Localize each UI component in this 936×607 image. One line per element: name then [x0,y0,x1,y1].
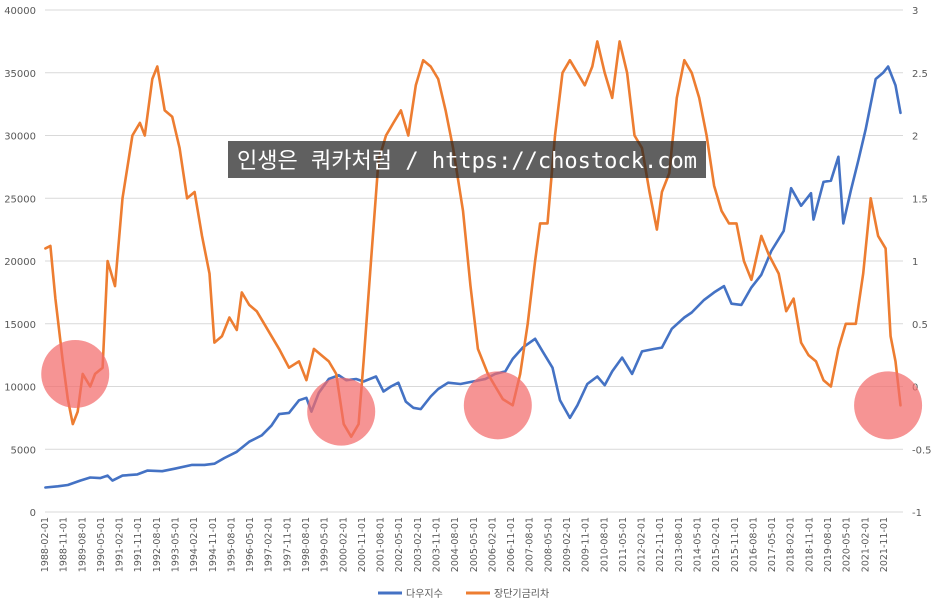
y-left-tick: 5000 [11,445,36,456]
y-left-tick: 25000 [4,194,36,205]
x-tick: 2005-05-01 [469,517,480,572]
x-tick: 2018-11-01 [804,517,815,572]
x-tick: 2000-11-01 [357,517,368,572]
highlight-circle [41,339,110,408]
legend-label-spread: 장단기금리차 [494,588,549,600]
y-left-tick: 15000 [4,320,36,331]
x-tick: 1996-05-01 [245,517,256,572]
x-tick: 2012-02-01 [637,517,648,572]
x-tick: 2010-08-01 [599,517,610,572]
y-right-tick: -1 [912,508,922,519]
gridlines [45,9,903,513]
x-ticks: 1988-02-01 1988-11-01 1989-08-01 1990-05-01… [40,517,890,572]
x-tick: 2014-05-01 [693,517,704,572]
x-tick: 1994-11-01 [208,517,219,572]
x-tick: 1991-11-01 [133,517,144,572]
highlight-circles [41,339,923,446]
x-tick: 1997-02-01 [264,517,275,572]
x-tick: 1997-11-01 [282,517,293,572]
x-tick: 1993-05-01 [171,517,182,572]
x-tick: 2020-05-01 [842,517,853,572]
y-left-tick: 0 [30,508,36,519]
x-tick: 2018-02-01 [786,517,797,572]
x-tick: 1994-02-01 [189,517,200,572]
x-tick: 2004-08-01 [450,517,461,572]
x-tick: 2001-08-01 [376,517,387,572]
x-tick: 2002-05-01 [394,517,405,572]
x-tick: 1988-11-01 [59,517,70,572]
x-tick: 2021-02-01 [860,517,871,572]
y-left-tick: 10000 [4,383,36,394]
y-right-tick: 0.5 [912,320,928,331]
series-line-spread [44,40,902,438]
y-right-tick: -0.5 [912,445,932,456]
x-tick: 2011-05-01 [618,517,629,572]
x-tick: 2008-05-01 [543,517,554,572]
x-tick: 2000-02-01 [338,517,349,572]
x-tick: 1995-08-01 [226,517,237,572]
x-tick: 2006-11-01 [506,517,517,572]
x-tick: 2017-05-01 [767,517,778,572]
x-tick: 1989-08-01 [77,517,88,572]
x-tick: 1991-02-01 [115,517,126,572]
y-left-tick: 35000 [4,69,36,80]
y-left-tick: 20000 [4,257,36,268]
x-tick: 1992-08-01 [152,517,163,572]
x-tick: 1988-02-01 [40,517,51,572]
x-tick: 2007-08-01 [525,517,536,572]
x-tick: 1998-08-01 [301,517,312,572]
y-right-tick: 1.5 [912,194,928,205]
x-tick: 2015-11-01 [730,517,741,572]
x-tick: 2012-11-01 [655,517,666,572]
legend-label-dow: 다우지수 [406,588,443,600]
x-tick: 2009-11-01 [581,517,592,572]
y-right-tick: 3 [912,6,918,17]
x-tick: 2009-02-01 [562,517,573,572]
x-tick: 2003-11-01 [432,517,443,572]
watermark: 인생은 쿼카처럼 / https://chostock.com [228,141,706,178]
x-tick: 2006-02-01 [487,517,498,572]
x-tick: 2021-11-01 [879,517,890,572]
y-right-ticks: -1-0.500.511.522.53 [912,6,932,519]
x-tick: 2013-08-01 [674,517,685,572]
x-tick: 2003-02-01 [413,517,424,572]
y-left-tick: 40000 [4,6,36,17]
highlight-circle [854,371,923,440]
x-tick: 1999-05-01 [320,517,331,572]
watermark-text: 인생은 쿼카처럼 / https://chostock.com [237,149,697,174]
y-right-tick: 1 [912,257,918,268]
legend: 다우지수 장단기금리차 [378,588,549,600]
y-right-tick: 2.5 [912,69,928,80]
y-right-tick: 2 [912,132,918,143]
x-tick: 2015-02-01 [711,517,722,572]
y-left-tick: 30000 [4,132,36,143]
highlight-circle [463,371,532,440]
highlight-circle [307,377,376,446]
x-tick: 2016-08-01 [748,517,759,572]
y-left-ticks: 0 5000 10000 15000 20000 25000 30000 35000 40000 [4,6,36,519]
x-tick: 2019-08-01 [823,517,834,572]
x-tick: 1990-05-01 [96,517,107,572]
